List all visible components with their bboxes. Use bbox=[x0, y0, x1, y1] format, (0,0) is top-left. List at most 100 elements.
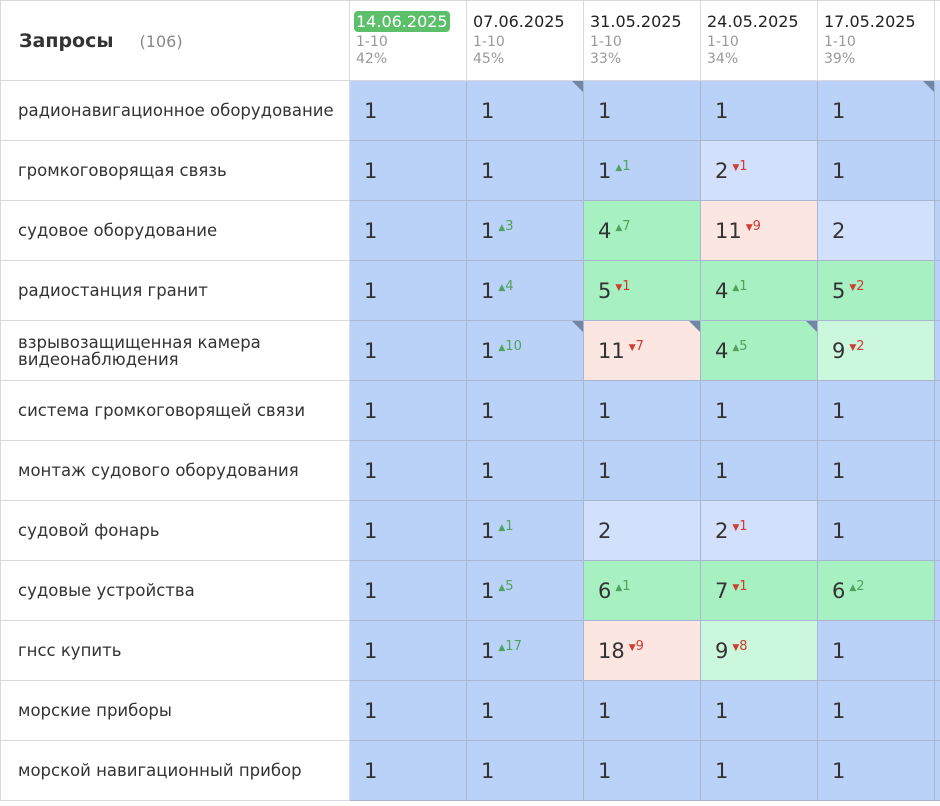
position-cell-partial[interactable] bbox=[934, 560, 940, 621]
position-cell-partial[interactable] bbox=[934, 740, 940, 801]
position-cell[interactable]: 1 bbox=[349, 680, 467, 741]
position-cell[interactable]: 4 ▲5 bbox=[700, 320, 818, 381]
position-cell[interactable]: 1 bbox=[466, 80, 584, 141]
position-cell-partial[interactable] bbox=[934, 380, 940, 441]
position-cell[interactable]: 18 ▼9 bbox=[583, 620, 701, 681]
position-cell[interactable]: 1 bbox=[466, 740, 584, 801]
date-column-header[interactable]: 24.05.2025 1-10 34% bbox=[700, 0, 818, 81]
note-corner-icon[interactable] bbox=[572, 321, 583, 332]
position-cell[interactable]: 1 ▲1 bbox=[466, 500, 584, 561]
position-cell-partial[interactable] bbox=[934, 440, 940, 501]
date-column-header[interactable]: 07.06.2025 1-10 45% bbox=[466, 0, 584, 81]
position-cell[interactable]: 5 ▼2 bbox=[817, 260, 935, 321]
position-cell[interactable]: 1 bbox=[349, 140, 467, 201]
query-cell[interactable]: система громкоговорящей связи bbox=[0, 380, 350, 441]
position-cell[interactable]: 1 bbox=[349, 500, 467, 561]
position-cell[interactable]: 1 bbox=[349, 80, 467, 141]
position-cell[interactable]: 1 bbox=[466, 140, 584, 201]
position-cell[interactable]: 1 bbox=[349, 200, 467, 261]
position-cell[interactable]: 1 bbox=[700, 380, 818, 441]
position-cell[interactable]: 1 bbox=[349, 560, 467, 621]
position-cell[interactable]: 2 ▼1 bbox=[700, 500, 818, 561]
position-cell-partial[interactable] bbox=[934, 140, 940, 201]
position-cell[interactable]: 1 ▲17 bbox=[466, 620, 584, 681]
date-column-header[interactable]: 31.05.2025 1-10 33% bbox=[583, 0, 701, 81]
query-cell[interactable]: судовой фонарь bbox=[0, 500, 350, 561]
position-cell[interactable]: 1 bbox=[349, 380, 467, 441]
position-cell[interactable]: 6 ▲2 bbox=[817, 560, 935, 621]
position-cell[interactable]: 1 bbox=[583, 380, 701, 441]
date-column-header[interactable]: 14.06.2025 1-10 42% bbox=[349, 0, 467, 81]
position-cell[interactable]: 4 ▲7 bbox=[583, 200, 701, 261]
note-corner-icon[interactable] bbox=[572, 81, 583, 92]
position-cell[interactable]: 1 bbox=[349, 620, 467, 681]
note-corner-icon[interactable] bbox=[689, 321, 700, 332]
position-cell-partial[interactable] bbox=[934, 200, 940, 261]
position-cell[interactable]: 6 ▲1 bbox=[583, 560, 701, 621]
position-cell[interactable]: 1 bbox=[583, 440, 701, 501]
date-label: 17.05.2025 bbox=[824, 12, 916, 31]
position-cell[interactable]: 1 bbox=[583, 80, 701, 141]
position-cell[interactable]: 2 ▼1 bbox=[700, 140, 818, 201]
query-cell[interactable]: радиостанция гранит bbox=[0, 260, 350, 321]
position-cell[interactable]: 1 bbox=[583, 680, 701, 741]
position-cell[interactable]: 1 bbox=[700, 740, 818, 801]
date-column-header[interactable]: 17.05.2025 1-10 39% bbox=[817, 0, 935, 81]
position-cell-partial[interactable] bbox=[934, 80, 940, 141]
query-cell[interactable]: монтаж судового оборудования bbox=[0, 440, 350, 501]
position-cell[interactable]: 1 bbox=[817, 740, 935, 801]
change-value: 1 bbox=[622, 158, 631, 174]
position-cell[interactable]: 7 ▼1 bbox=[700, 560, 818, 621]
note-corner-icon[interactable] bbox=[923, 81, 934, 92]
position-cell[interactable]: 1 bbox=[700, 80, 818, 141]
position-cell[interactable]: 1 bbox=[466, 380, 584, 441]
position-cell[interactable]: 1 bbox=[817, 80, 935, 141]
position-cell-partial[interactable] bbox=[934, 320, 940, 381]
position-cell-partial[interactable] bbox=[934, 680, 940, 741]
position-cell[interactable]: 1 bbox=[700, 440, 818, 501]
query-cell[interactable]: морские приборы bbox=[0, 680, 350, 741]
position-cell[interactable]: 9 ▼8 bbox=[700, 620, 818, 681]
position-cell[interactable]: 2 bbox=[583, 500, 701, 561]
position-cell-partial[interactable] bbox=[934, 260, 940, 321]
position-change: ▲5 bbox=[732, 339, 747, 354]
position-cell[interactable]: 1 bbox=[817, 500, 935, 561]
query-cell[interactable]: морской навигационный прибор bbox=[0, 740, 350, 801]
position-cell[interactable]: 1 bbox=[700, 680, 818, 741]
position-cell[interactable]: 2 bbox=[817, 200, 935, 261]
position-cell[interactable]: 1 bbox=[817, 440, 935, 501]
query-cell[interactable]: радионавигационное оборудование bbox=[0, 80, 350, 141]
position-cell[interactable]: 1 bbox=[349, 740, 467, 801]
position-cell[interactable]: 1 bbox=[349, 440, 467, 501]
query-cell[interactable]: судовые устройства bbox=[0, 560, 350, 621]
position-cell[interactable]: 1 bbox=[817, 620, 935, 681]
position-cell[interactable]: 1 ▲5 bbox=[466, 560, 584, 621]
position-cell[interactable]: 1 bbox=[466, 680, 584, 741]
position-cell-partial[interactable] bbox=[934, 500, 940, 561]
note-corner-icon[interactable] bbox=[806, 321, 817, 332]
position-cell[interactable]: 11 ▼7 bbox=[583, 320, 701, 381]
position-cell[interactable]: 1 bbox=[349, 320, 467, 381]
query-cell[interactable]: громкоговорящая связь bbox=[0, 140, 350, 201]
position-cell[interactable]: 11 ▼9 bbox=[700, 200, 818, 261]
queries-header[interactable]: Запросы (106) bbox=[0, 0, 350, 81]
position-cell[interactable]: 1 ▲1 bbox=[583, 140, 701, 201]
position-cell[interactable]: 1 bbox=[349, 260, 467, 321]
position-cell-partial[interactable] bbox=[934, 620, 940, 681]
position-cell[interactable]: 1 bbox=[583, 740, 701, 801]
position-cell[interactable]: 1 bbox=[817, 380, 935, 441]
position-cell[interactable]: 1 ▲4 bbox=[466, 260, 584, 321]
arrow-down-icon: ▼ bbox=[745, 222, 753, 233]
query-cell[interactable]: судовое оборудование bbox=[0, 200, 350, 261]
position-cell[interactable]: 1 ▲10 bbox=[466, 320, 584, 381]
query-cell[interactable]: гнсс купить bbox=[0, 620, 350, 681]
position-cell[interactable]: 5 ▼1 bbox=[583, 260, 701, 321]
position-cell[interactable]: 1 bbox=[466, 440, 584, 501]
position-cell[interactable]: 1 ▲3 bbox=[466, 200, 584, 261]
position-cell[interactable]: 1 bbox=[817, 680, 935, 741]
position-cell[interactable]: 1 bbox=[817, 140, 935, 201]
next-date-column-header[interactable] bbox=[934, 0, 940, 81]
position-cell[interactable]: 9 ▼2 bbox=[817, 320, 935, 381]
position-cell[interactable]: 4 ▲1 bbox=[700, 260, 818, 321]
query-cell[interactable]: взрывозащищенная камера видеонаблюдения bbox=[0, 320, 350, 381]
